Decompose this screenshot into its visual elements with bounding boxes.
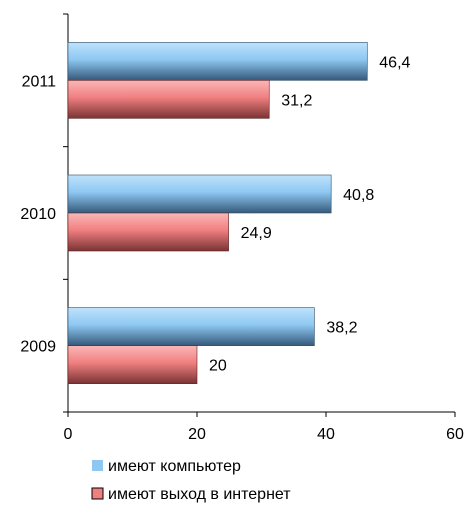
bar-internet [67,345,198,384]
legend-label: имеют компьютер [108,458,241,475]
y-category-label: 2009 [20,339,56,356]
bar-value-label: 40,8 [343,187,374,204]
bar-value-label: 38,2 [326,320,357,337]
bar-value-label: 31,2 [281,92,312,109]
bar-value-label: 20 [209,358,227,375]
bar-computer [67,42,368,81]
bar-computer [67,307,315,346]
bar-value-label: 46,4 [379,54,410,71]
bar-value-label: 24,9 [241,225,272,242]
x-tick-label: 20 [188,426,206,443]
legend-swatch-computer [92,460,103,471]
chart-labels: 46,4 31,2 40,8 24,9 38,2 20 [209,54,411,374]
x-tick-label: 0 [64,426,73,443]
legend-label: имеют выход в интернет [108,486,291,503]
chart-bars [67,42,368,384]
x-tick-label: 60 [446,426,464,443]
bar-internet [67,212,229,252]
x-tick-label: 40 [317,426,335,443]
y-category-label: 2011 [22,73,57,90]
chart-axes: 0 20 40 60 2011 2010 2009 [20,13,464,443]
bar-computer [67,174,332,214]
y-category-label: 2010 [20,206,56,223]
legend-swatch-internet [91,487,104,500]
chart-legend: имеют компьютер имеют выход в интернет [91,458,291,503]
bar-internet [67,80,270,119]
